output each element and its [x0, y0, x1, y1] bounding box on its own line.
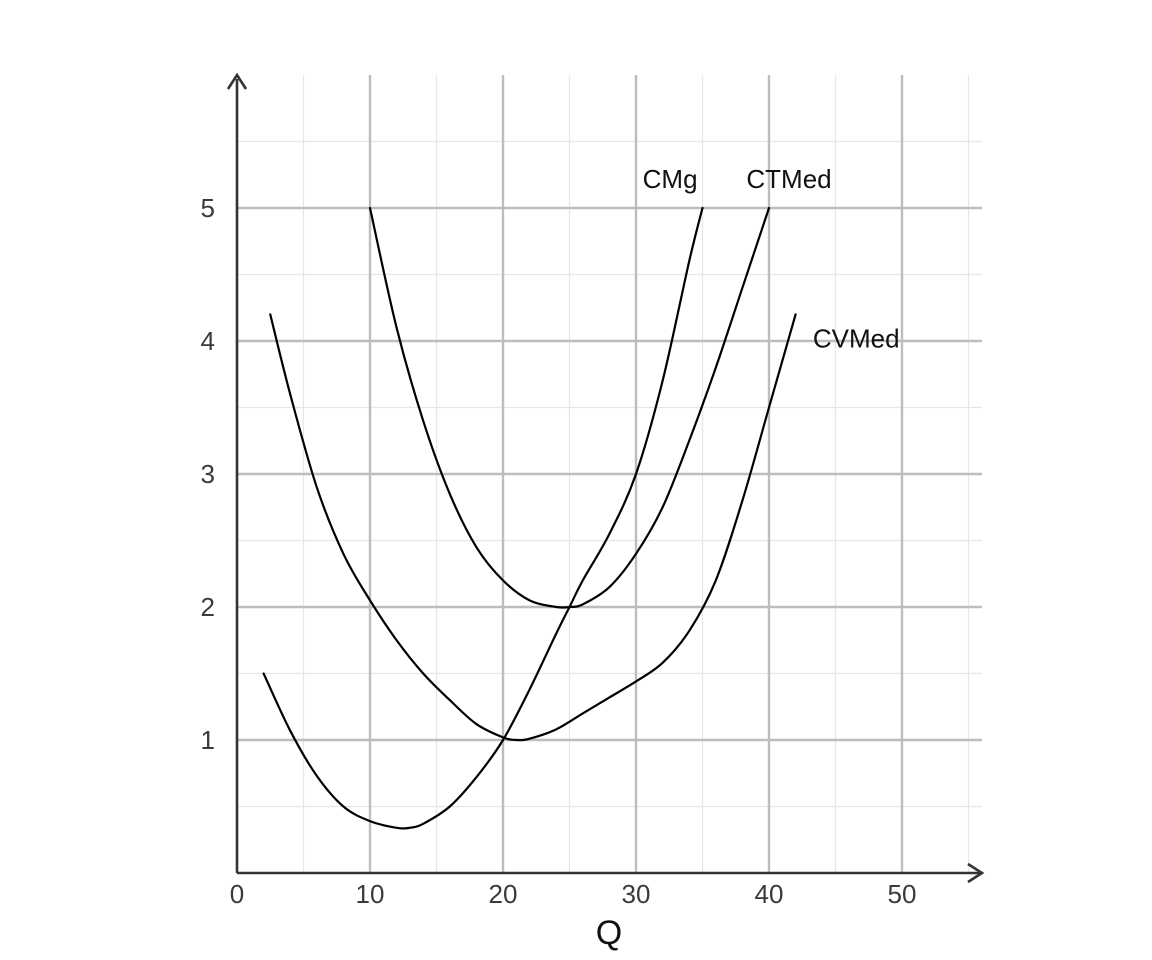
y-tick-label: 2	[201, 592, 215, 622]
x-tick-label: 50	[888, 879, 917, 909]
y-tick-label: 5	[201, 193, 215, 223]
x-tick-label: 0	[230, 879, 244, 909]
x-tick-label: 10	[356, 879, 385, 909]
curve-labels: CMg CTMed CVMed	[643, 164, 900, 354]
x-axis-arrow	[967, 862, 985, 884]
series-line-ctmed	[368, 206, 771, 609]
y-tick-label: 1	[201, 725, 215, 755]
grid	[237, 75, 982, 873]
axes: 0 10 20 30 40 50 1 2 3 4 5 Q	[201, 72, 985, 952]
curve-label-ctmed: CTMed	[746, 164, 831, 194]
series-line-cvmed	[269, 313, 797, 742]
y-tick-label: 3	[201, 459, 215, 489]
series-lines	[262, 206, 797, 830]
series-line-cmg	[262, 206, 704, 830]
x-tick-label: 20	[489, 879, 518, 909]
y-axis-arrow	[226, 72, 248, 90]
x-tick-label: 30	[622, 879, 651, 909]
y-tick-label: 4	[201, 326, 215, 356]
curve-label-cmg: CMg	[643, 164, 698, 194]
x-tick-label: 40	[755, 879, 784, 909]
x-axis-title: Q	[596, 914, 622, 952]
curve-label-cvmed: CVMed	[813, 324, 900, 354]
